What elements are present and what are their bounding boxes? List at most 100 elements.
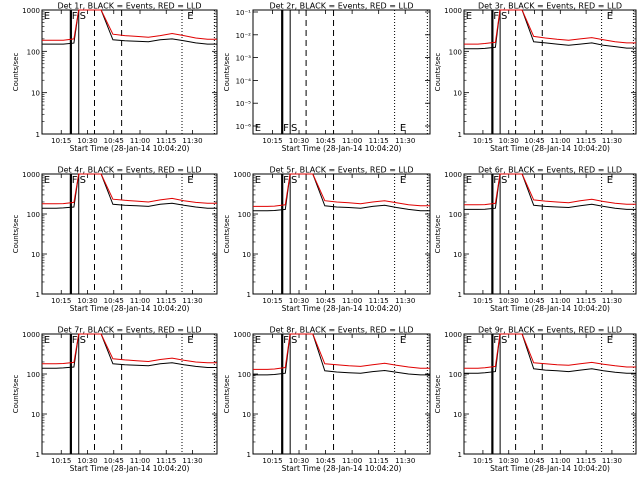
x-tick-label: 11:15 (156, 457, 176, 465)
series-line-lld (253, 173, 430, 207)
x-tick-label: 11:15 (369, 457, 389, 465)
panel-det-2: Det 2r, BLACK = Events, RED = LLD Start T… (223, 2, 431, 153)
y-tick-label: 1000 (233, 331, 251, 339)
marker-e: E (607, 335, 613, 346)
marker-e: E (255, 175, 261, 186)
x-tick-label: 11:00 (130, 457, 150, 465)
series-line-lld (42, 9, 217, 41)
y-axis-label: Counts/sec (12, 375, 20, 414)
panel-det-3: Det 3r, BLACK = Events, RED = LLD Start T… (434, 2, 637, 153)
marker-f: F (493, 335, 499, 346)
marker-s: S (501, 11, 507, 22)
x-tick-label: 10:15 (473, 297, 493, 305)
series-line-events (42, 9, 217, 45)
y-tick-label: 1 (458, 291, 462, 299)
marker-e: E (44, 335, 50, 346)
marker-e: E (466, 335, 472, 346)
y-axis-label: Counts/sec (434, 375, 442, 414)
x-tick-label: 10:45 (524, 137, 544, 145)
x-tick-label: 11:30 (602, 457, 622, 465)
marker-f: F (72, 175, 78, 186)
y-axis-label: Counts/sec (434, 53, 442, 92)
panel-det-7: Det 7r, BLACK = Events, RED = LLD Start T… (12, 326, 218, 473)
series-line-lld (464, 333, 636, 369)
y-tick-label: 10 (31, 90, 40, 98)
y-tick-label: 1 (247, 291, 251, 299)
x-tick-label: 10:45 (524, 297, 544, 305)
x-tick-label: 10:15 (262, 137, 282, 145)
x-tick-label: 11:00 (342, 137, 362, 145)
y-tick-label: 10⁻³ (236, 55, 252, 63)
x-axis-label: Start Time (28-Jan-14 10:04:20) (490, 464, 610, 473)
x-tick-label: 10:30 (77, 297, 97, 305)
panel-title: Det 9r, BLACK = Events, RED = LLD (478, 326, 622, 335)
marker-f: F (72, 335, 78, 346)
y-axis-label: Counts/sec (223, 53, 231, 92)
marker-e: E (187, 11, 193, 22)
x-tick-label: 11:00 (130, 137, 150, 145)
marker-s: S (501, 175, 507, 186)
y-tick-label: 10 (242, 411, 251, 419)
x-tick-label: 10:30 (289, 457, 309, 465)
x-tick-label: 11:00 (342, 297, 362, 305)
x-tick-label: 11:00 (342, 457, 362, 465)
y-tick-label: 1000 (233, 171, 251, 179)
series-line-lld (464, 9, 636, 45)
series-line-events (464, 333, 636, 374)
x-axis-label: Start Time (28-Jan-14 10:04:20) (70, 304, 190, 313)
plot-frame (41, 9, 218, 135)
panel-title: Det 3r, BLACK = Events, RED = LLD (478, 2, 622, 11)
series-line-events (42, 333, 217, 369)
series-line-events (253, 333, 430, 376)
y-tick-label: 1 (36, 131, 40, 139)
y-tick-label: 1000 (22, 171, 40, 179)
y-tick-label: 100 (449, 371, 462, 379)
x-tick-label: 10:45 (104, 137, 124, 145)
y-axis-label: Counts/sec (12, 215, 20, 254)
x-tick-label: 11:30 (182, 297, 202, 305)
marker-s: S (80, 175, 86, 186)
plot-frame (252, 9, 431, 135)
series-line-lld (464, 173, 636, 206)
x-tick-label: 11:30 (395, 137, 415, 145)
y-tick-label: 1000 (444, 171, 462, 179)
y-tick-label: 10 (242, 251, 251, 259)
x-tick-label: 10:15 (51, 297, 71, 305)
marker-s: S (291, 335, 297, 346)
x-tick-label: 10:30 (289, 297, 309, 305)
panel-det-5: Det 5r, BLACK = Events, RED = LLD Start T… (223, 166, 431, 313)
panel-det-9: Det 9r, BLACK = Events, RED = LLD Start T… (434, 326, 637, 473)
plot-frame (41, 333, 218, 455)
y-tick-label: 10 (453, 90, 462, 98)
x-tick-label: 11:15 (369, 297, 389, 305)
series-line-events (464, 173, 636, 210)
y-tick-label: 1 (36, 451, 40, 459)
y-tick-label: 100 (27, 48, 40, 56)
series-line-events (464, 9, 636, 50)
y-tick-label: 100 (27, 371, 40, 379)
x-axis-label: Start Time (28-Jan-14 10:04:20) (70, 464, 190, 473)
marker-f: F (72, 11, 78, 22)
marker-s: S (80, 335, 86, 346)
marker-s: S (291, 175, 297, 186)
marker-f: F (493, 175, 499, 186)
x-tick-label: 10:45 (315, 297, 335, 305)
panel-title: Det 8r, BLACK = Events, RED = LLD (269, 326, 413, 335)
x-tick-label: 11:30 (182, 457, 202, 465)
panel-det-1: Det 1r, BLACK = Events, RED = LLD Start T… (12, 2, 218, 153)
plot-frame (41, 173, 218, 295)
panel-det-8: Det 8r, BLACK = Events, RED = LLD Start T… (223, 326, 431, 473)
x-tick-label: 11:00 (130, 297, 150, 305)
x-tick-label: 11:30 (602, 297, 622, 305)
panel-title: Det 6r, BLACK = Events, RED = LLD (478, 166, 622, 175)
marker-s: S (501, 335, 507, 346)
marker-e: E (187, 175, 193, 186)
series-line-lld (253, 333, 430, 370)
x-tick-label: 10:30 (77, 457, 97, 465)
y-tick-label: 10⁻² (236, 32, 252, 40)
marker-e: E (466, 175, 472, 186)
x-tick-label: 11:15 (576, 137, 596, 145)
x-tick-label: 11:00 (550, 457, 570, 465)
